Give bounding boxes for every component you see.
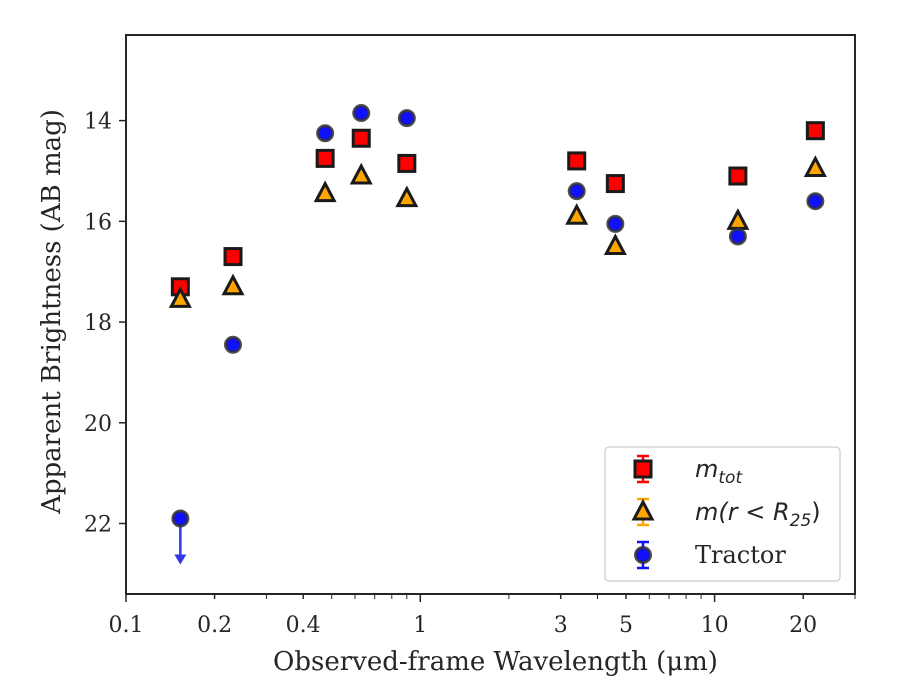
x-tick-label: 10 <box>701 613 729 638</box>
axes: 0.1 0.2 0.4 1 3 5 10 20 14 16 18 20 22 Observed-frame… <box>37 34 856 677</box>
legend-marker-circle <box>634 546 652 564</box>
data-point-triangle <box>313 180 337 203</box>
series-triangle <box>168 155 827 308</box>
data-point-circle <box>567 182 586 201</box>
data-point-triangle <box>726 208 750 230</box>
x-axis-label: Observed-frame Wavelength (μm) <box>273 647 718 677</box>
data-point-circle <box>316 124 335 143</box>
legend-label-sub: 25 <box>790 511 812 531</box>
data-point-triangle <box>395 185 419 208</box>
data-point-circle <box>397 109 416 128</box>
data-point-triangle <box>803 155 827 177</box>
series-square <box>170 121 825 297</box>
y-tick-label: 18 <box>84 311 112 336</box>
data-point-square <box>315 148 335 168</box>
series-circle <box>171 104 825 565</box>
legend-label: m(r < R25) <box>695 498 821 531</box>
data-point-circle <box>352 104 371 123</box>
data-point-triangle <box>221 273 245 296</box>
legend-box <box>604 446 841 582</box>
legend-label-sub: tot <box>718 468 743 488</box>
y-axis-label: Apparent Brightness (AB mag) <box>37 109 67 515</box>
data-point-circle <box>806 192 825 211</box>
data-point-square <box>223 247 243 267</box>
x-tick-label: 20 <box>789 613 817 638</box>
upper-limit-arrow-head <box>174 554 187 565</box>
x-tick-label: 3 <box>554 613 568 638</box>
legend-marker-triangle <box>631 498 655 521</box>
legend-label-end: ) <box>811 498 820 526</box>
y-tick-label: 14 <box>84 110 112 135</box>
legend-label: mtot <box>695 455 743 488</box>
legend-label-main: m <box>695 455 718 483</box>
x-tick-label: 5 <box>619 613 633 638</box>
data-point-square <box>567 151 587 171</box>
data-point-triangle <box>603 233 627 256</box>
x-tick-label: 1 <box>413 613 427 638</box>
y-tick-label: 16 <box>84 210 112 235</box>
data-point-square <box>805 121 825 141</box>
data-point-triangle <box>565 203 589 225</box>
data-point-square <box>728 166 748 186</box>
legend-label-main: m(r < R <box>695 498 790 526</box>
data-point-circle <box>728 227 747 246</box>
plot-frame <box>125 34 856 595</box>
x-tick-label: 0.2 <box>197 613 232 638</box>
x-tick-label: 0.1 <box>109 613 144 638</box>
data-point-circle <box>606 214 625 233</box>
legend-marker-square <box>633 459 653 479</box>
data-point-triangle <box>349 162 373 185</box>
y-tick-label: 20 <box>84 412 112 437</box>
x-tick-label: 0.4 <box>286 613 321 638</box>
data-point-triangle <box>168 286 192 308</box>
data-point-square <box>605 174 625 194</box>
data-point-square <box>397 153 417 173</box>
data-point-square <box>351 128 371 148</box>
data-marks <box>168 104 827 565</box>
data-point-circle <box>224 335 243 354</box>
legend: mtot m(r < R25) Tractor <box>604 446 841 582</box>
legend-label: Tractor <box>695 541 786 569</box>
y-tick-label: 22 <box>84 512 112 537</box>
data-point-circle <box>171 509 190 528</box>
